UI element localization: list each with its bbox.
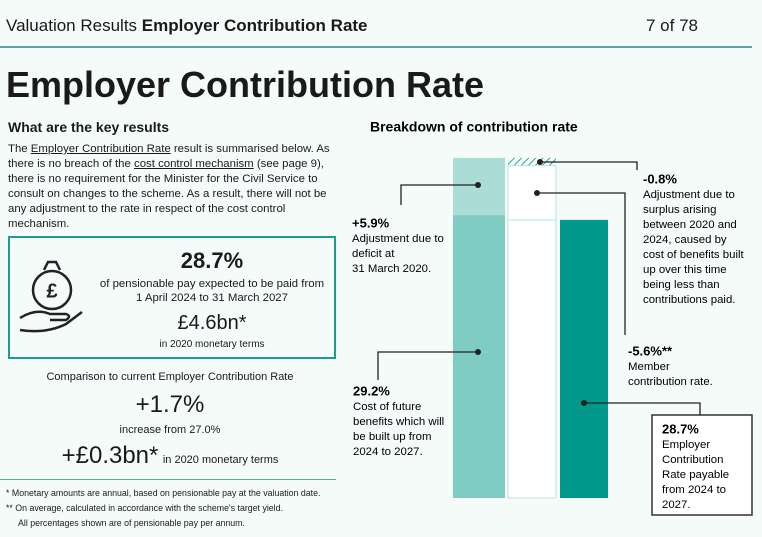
description: 31 March 2020. bbox=[352, 263, 431, 275]
change-amount-note: in 2020 monetary terms bbox=[162, 454, 279, 466]
header-section: Valuation Results bbox=[6, 16, 138, 35]
leader-dot bbox=[534, 190, 540, 196]
leader-dot bbox=[581, 400, 587, 406]
footnote: * Monetary amounts are annual, based on … bbox=[6, 488, 321, 498]
description: 2024 to 2027. bbox=[353, 446, 423, 458]
value-label: 29.2% bbox=[353, 383, 390, 398]
link[interactable]: cost control mechanism bbox=[134, 158, 254, 170]
money-icon: £ bbox=[19, 260, 83, 333]
rate: 28.7% bbox=[180, 248, 244, 273]
section-heading: What are the key results bbox=[8, 119, 170, 135]
description: up over this time bbox=[643, 264, 727, 276]
page-number: 7 of 78 bbox=[646, 16, 698, 35]
bar bbox=[453, 215, 505, 498]
description: 2027. bbox=[662, 499, 691, 511]
callout-box bbox=[651, 414, 753, 516]
footnote: All percentages shown are of pensionable… bbox=[18, 518, 245, 528]
comparison-heading: Comparison to current Employer Contribut… bbox=[46, 371, 294, 383]
leader-dot bbox=[537, 159, 543, 165]
footnote: ** On average, calculated in accordance … bbox=[6, 503, 283, 513]
description: deficit at bbox=[352, 248, 395, 260]
leader-dot bbox=[475, 182, 481, 188]
leader-line bbox=[537, 192, 626, 335]
leader-line bbox=[540, 161, 638, 170]
description: cost of benefits built bbox=[643, 249, 745, 261]
leader-dot bbox=[475, 349, 481, 355]
result-box: £ 28.7% of pensionable pay expected to b… bbox=[8, 236, 336, 359]
description: Adjustment due to bbox=[352, 233, 444, 245]
change-note: increase from 27.0% bbox=[119, 424, 221, 436]
description: Employer bbox=[662, 439, 710, 451]
paragraph: The Employer Contribution Rate result is… bbox=[8, 142, 334, 232]
page-title: Employer Contribution Rate bbox=[6, 64, 485, 105]
footnotes: * Monetary amounts are annual, based on … bbox=[6, 486, 320, 531]
amount: £4.6bn* bbox=[177, 312, 247, 334]
text: (see page 9), there is no requirement fo… bbox=[8, 158, 327, 230]
column-frame bbox=[507, 219, 557, 499]
description: 2024, caused by bbox=[643, 234, 727, 246]
value-label: -5.6%** bbox=[628, 343, 673, 358]
description: Contribution bbox=[662, 454, 723, 466]
description: contributions paid. bbox=[643, 294, 735, 306]
leader-line bbox=[377, 351, 478, 380]
description: being less than bbox=[643, 279, 720, 291]
change-amount: +£0.3bn* bbox=[61, 442, 159, 469]
link[interactable]: Employer Contribution Rate bbox=[30, 143, 171, 155]
header-rule bbox=[0, 46, 752, 48]
rate-period: 1 April 2024 to 31 March 2027 bbox=[136, 292, 288, 304]
amount-note: in 2020 monetary terms bbox=[159, 339, 265, 350]
description: Cost of future bbox=[353, 401, 421, 413]
leader-line bbox=[400, 184, 478, 205]
description: from 2024 to bbox=[662, 484, 726, 496]
text: result is summarised below. As there is … bbox=[8, 143, 330, 170]
description: Member bbox=[628, 361, 670, 373]
comparison: Comparison to current Employer Contribut… bbox=[8, 371, 332, 470]
rate-note: of pensionable pay expected to be paid f… bbox=[99, 278, 325, 290]
description: contribution rate. bbox=[628, 376, 713, 388]
text: The bbox=[8, 143, 31, 155]
description: be built up from bbox=[353, 431, 432, 443]
description: between 2020 and bbox=[643, 219, 737, 231]
chart-title: Breakdown of contribution rate bbox=[370, 119, 578, 135]
value-label: -0.8% bbox=[643, 171, 677, 186]
description: benefits which will bbox=[353, 416, 444, 428]
description: Rate payable bbox=[662, 469, 729, 481]
description: Adjustment due to bbox=[643, 189, 735, 201]
change: +1.7% bbox=[135, 391, 205, 418]
bar bbox=[508, 157, 556, 166]
description: surplus arising bbox=[643, 204, 716, 216]
header-bar: Valuation Results Employer Contribution … bbox=[6, 16, 368, 36]
footnote-rule bbox=[0, 479, 336, 480]
svg-text:£: £ bbox=[46, 280, 57, 302]
leader-line bbox=[584, 402, 701, 415]
bar bbox=[560, 219, 608, 498]
value-label: +5.9% bbox=[352, 215, 390, 230]
value-label: 28.7% bbox=[662, 421, 699, 436]
header-title: Employer Contribution Rate bbox=[141, 16, 368, 35]
